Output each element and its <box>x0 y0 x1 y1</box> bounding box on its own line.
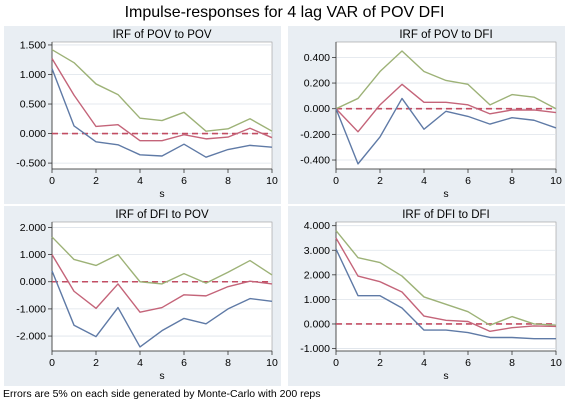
dfi-to-dfi-x-tick-label: 2 <box>377 357 383 369</box>
pov-to-pov-x-tick-label: 8 <box>225 175 231 187</box>
dfi-to-dfi-y-tick-label: 0.000 <box>304 318 330 330</box>
dfi-to-dfi-y-tick-label: -1.000 <box>300 343 330 355</box>
pov-to-pov-y-tick-label: 1.500 <box>20 39 46 51</box>
pov-to-dfi-y-tick-label: 0.200 <box>304 78 330 90</box>
pov-to-pov-upper-series-line <box>51 49 273 132</box>
pov-to-pov-x-tick-label: 6 <box>181 175 187 187</box>
dfi-to-pov-y-tick-label: 2.000 <box>20 222 46 234</box>
pov-to-dfi-x-tick-label: 0 <box>333 175 339 187</box>
dfi-to-dfi-y-tick-label: 2.000 <box>304 269 330 281</box>
pov-to-dfi-panel-title: IRF of POV to DFI <box>399 29 492 41</box>
dfi-to-pov-mid-series-line <box>51 254 273 313</box>
dfi-to-pov-x-tick-label: 6 <box>181 357 187 369</box>
pov-to-pov-x-axis-label: s <box>159 188 164 200</box>
pov-to-pov-x-tick-label: 2 <box>93 175 99 187</box>
pov-to-pov-mid-series-line <box>51 58 273 142</box>
pov-to-pov-y-tick-label: -0.500 <box>16 158 46 170</box>
dfi-to-pov-x-tick-label: 4 <box>137 357 143 369</box>
irf-pov-to-pov-chart: IRF of POV to POV -0.500 0.000 0.500 1.000 1.… <box>16 29 278 200</box>
pov-to-dfi-mid-series-line <box>335 83 557 133</box>
figure-note: Errors are 5% on each side generated by … <box>3 388 321 400</box>
dfi-to-dfi-y-tick-label: 1.000 <box>304 294 330 306</box>
dfi-to-pov-x-tick-label: 2 <box>93 357 99 369</box>
pov-to-pov-y-tick-label: 1.000 <box>20 69 46 81</box>
dfi-to-dfi-panel-title: IRF of DFI to DFI <box>402 209 490 221</box>
dfi-to-pov-y-tick-label: 1.000 <box>20 249 46 261</box>
dfi-to-pov-x-tick-label: 8 <box>225 357 231 369</box>
dfi-to-dfi-x-tick-label: 0 <box>333 357 339 369</box>
pov-to-pov-plot-area <box>51 41 273 170</box>
pov-to-dfi-y-tick-label: -0.200 <box>300 129 330 141</box>
dfi-to-pov-x-tick-label: 10 <box>266 357 278 369</box>
pov-to-dfi-y-tick-label: 0.000 <box>304 103 330 115</box>
pov-to-pov-x-tick-label: 4 <box>137 175 143 187</box>
pov-to-pov-lower-series-line <box>51 68 273 158</box>
dfi-to-pov-lower-series-line <box>51 270 273 348</box>
pov-to-dfi-upper-series-line <box>335 50 557 110</box>
pov-to-dfi-x-tick-label: 8 <box>509 175 515 187</box>
pov-to-dfi-x-tick-label: 10 <box>550 175 562 187</box>
pov-to-pov-y-tick-label: 0.000 <box>20 128 46 140</box>
pov-to-pov-y-tick-label: 0.500 <box>20 99 46 111</box>
dfi-to-pov-y-tick-label: -1.000 <box>16 303 46 315</box>
dfi-to-dfi-lower-series-line <box>335 248 556 340</box>
irf-pov-to-dfi-chart: IRF of POV to DFI -0.400 -0.200 0.000 0.200 0… <box>300 29 562 200</box>
irf-dfi-to-pov-chart: IRF of DFI to POV -2.000 -1.000 0.000 1.000 2… <box>16 209 278 382</box>
dfi-to-dfi-x-tick-label: 6 <box>465 357 471 369</box>
dfi-to-pov-x-axis-label: s <box>159 370 164 382</box>
irf-dfi-to-dfi-chart: IRF of DFI to DFI -1.000 0.000 1.000 2.000 3.… <box>300 209 562 382</box>
pov-to-pov-x-tick-label: 10 <box>266 175 278 187</box>
pov-to-dfi-lower-series-line <box>335 97 557 165</box>
pov-to-dfi-x-tick-label: 6 <box>465 175 471 187</box>
pov-to-dfi-x-axis-label: s <box>443 188 448 200</box>
pov-to-dfi-y-tick-label: -0.400 <box>300 155 330 167</box>
dfi-to-pov-panel-title: IRF of DFI to POV <box>115 209 209 221</box>
dfi-to-dfi-upper-series-line <box>335 230 557 326</box>
dfi-to-pov-plot-area <box>51 221 273 352</box>
dfi-to-pov-y-tick-label: -2.000 <box>16 331 46 343</box>
dfi-to-dfi-mid-series-line <box>335 237 557 333</box>
dfi-to-dfi-x-tick-label: 8 <box>509 357 515 369</box>
dfi-to-dfi-x-tick-label: 10 <box>550 357 562 369</box>
dfi-to-dfi-x-tick-label: 4 <box>421 357 427 369</box>
dfi-to-pov-x-tick-label: 0 <box>49 357 55 369</box>
pov-to-pov-x-tick-label: 0 <box>49 175 55 187</box>
dfi-to-pov-y-tick-label: 0.000 <box>20 276 46 288</box>
dfi-to-dfi-x-axis-label: s <box>443 370 448 382</box>
dfi-to-dfi-plot-area <box>335 221 557 352</box>
figure-title: Impulse-responses for 4 lag VAR of POV D… <box>124 4 445 21</box>
pov-to-dfi-y-tick-label: 0.400 <box>304 52 330 64</box>
pov-to-dfi-x-tick-label: 4 <box>421 175 427 187</box>
dfi-to-dfi-y-tick-label: 3.000 <box>304 245 330 257</box>
pov-to-pov-panel-title: IRF of POV to POV <box>112 29 211 41</box>
pov-to-dfi-x-tick-label: 2 <box>377 175 383 187</box>
dfi-to-pov-upper-series-line <box>51 236 273 285</box>
dfi-to-dfi-y-tick-label: 4.000 <box>304 220 330 232</box>
